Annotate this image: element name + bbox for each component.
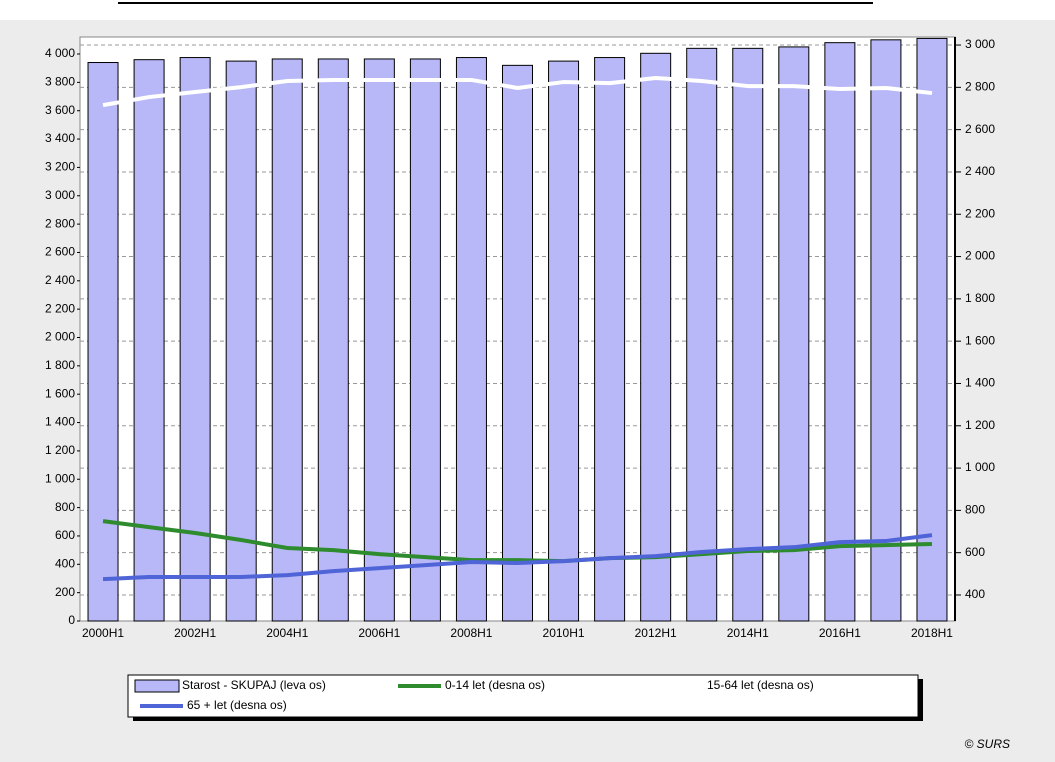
bar bbox=[271, 58, 303, 622]
line-series bbox=[102, 533, 933, 582]
y-tick-label: 600 bbox=[55, 528, 75, 542]
x-tick-label: 2012H1 bbox=[635, 626, 677, 640]
y-tick-label: 400 bbox=[55, 556, 75, 570]
y-tick-label: 3 000 bbox=[45, 188, 75, 202]
source: © SURS bbox=[964, 737, 1010, 751]
bar bbox=[870, 39, 902, 622]
y2-tick-label: 3 000 bbox=[965, 37, 995, 51]
x-tick-label: 2010H1 bbox=[543, 626, 585, 640]
bar bbox=[409, 58, 441, 622]
y-tick-label: 1 400 bbox=[45, 415, 75, 429]
y-tick-label: 1 600 bbox=[45, 386, 75, 400]
bar bbox=[548, 60, 580, 622]
bar bbox=[363, 58, 395, 622]
bar bbox=[317, 58, 349, 622]
legend bbox=[127, 674, 919, 718]
legend-swatch bbox=[134, 679, 180, 693]
y-tick-label: 3 800 bbox=[45, 75, 75, 89]
bar bbox=[916, 37, 948, 622]
y-tick-label: 2 000 bbox=[45, 330, 75, 344]
legend-label: 0-14 let (desna os) bbox=[445, 678, 545, 692]
x-tick-label: 2018H1 bbox=[911, 626, 953, 640]
y2-tick-label: 1 200 bbox=[965, 418, 995, 432]
x-tick-label: 2006H1 bbox=[358, 626, 400, 640]
legend-label: Starost - SKUPAJ (leva os) bbox=[182, 678, 326, 692]
y-tick-label: 200 bbox=[55, 585, 75, 599]
bar bbox=[824, 42, 856, 622]
line-series bbox=[102, 76, 933, 108]
bar bbox=[778, 46, 810, 622]
y-tick-label: 3 600 bbox=[45, 103, 75, 117]
bar bbox=[179, 57, 211, 622]
y2-tick-label: 2 800 bbox=[965, 80, 995, 94]
line-series bbox=[102, 519, 933, 564]
bar bbox=[594, 57, 626, 622]
y2-tick-label: 2 000 bbox=[965, 249, 995, 263]
y-tick-label: 1 800 bbox=[45, 358, 75, 372]
y2-tick-label: 400 bbox=[965, 587, 985, 601]
x-tick-label: 2016H1 bbox=[819, 626, 861, 640]
legend-label: 65 + let (desna os) bbox=[187, 698, 287, 712]
y2-tick-label: 1 600 bbox=[965, 333, 995, 347]
legend-label: 15-64 let (desna os) bbox=[707, 678, 814, 692]
y2-tick-label: 1 000 bbox=[965, 460, 995, 474]
y2-tick-label: 1 800 bbox=[965, 291, 995, 305]
bar bbox=[225, 60, 257, 622]
y-tick-label: 1 200 bbox=[45, 443, 75, 457]
x-tick-label: 2008H1 bbox=[450, 626, 492, 640]
x-tick-label: 2000H1 bbox=[82, 626, 124, 640]
y2-tick-label: 600 bbox=[965, 545, 985, 559]
bar bbox=[502, 64, 533, 622]
y-tick-label: 1 000 bbox=[45, 471, 75, 485]
y-tick-label: 2 400 bbox=[45, 273, 75, 287]
x-tick-label: 2004H1 bbox=[266, 626, 308, 640]
y-tick-label: 2 800 bbox=[45, 216, 75, 230]
y-tick-label: 3 200 bbox=[45, 160, 75, 174]
y-tick-label: 3 400 bbox=[45, 131, 75, 145]
x-tick-label: 2014H1 bbox=[727, 626, 769, 640]
y2-tick-label: 2 200 bbox=[965, 206, 995, 220]
bar bbox=[732, 47, 764, 622]
y2-tick-label: 2 600 bbox=[965, 122, 995, 136]
y-tick-label: 800 bbox=[55, 500, 75, 514]
y2-tick-label: 1 400 bbox=[965, 376, 995, 390]
y-tick-label: 0 bbox=[68, 613, 75, 627]
y2-tick-label: 800 bbox=[965, 503, 985, 517]
bar bbox=[640, 52, 672, 622]
x-tick-label: 2002H1 bbox=[174, 626, 216, 640]
y-tick-label: 4 000 bbox=[45, 46, 75, 60]
y2-tick-label: 2 400 bbox=[965, 164, 995, 178]
y-tick-label: 2 600 bbox=[45, 245, 75, 259]
y-tick-label: 2 200 bbox=[45, 301, 75, 315]
bar bbox=[87, 62, 119, 622]
bar bbox=[133, 59, 165, 622]
bar bbox=[455, 57, 487, 622]
bar bbox=[686, 47, 718, 622]
